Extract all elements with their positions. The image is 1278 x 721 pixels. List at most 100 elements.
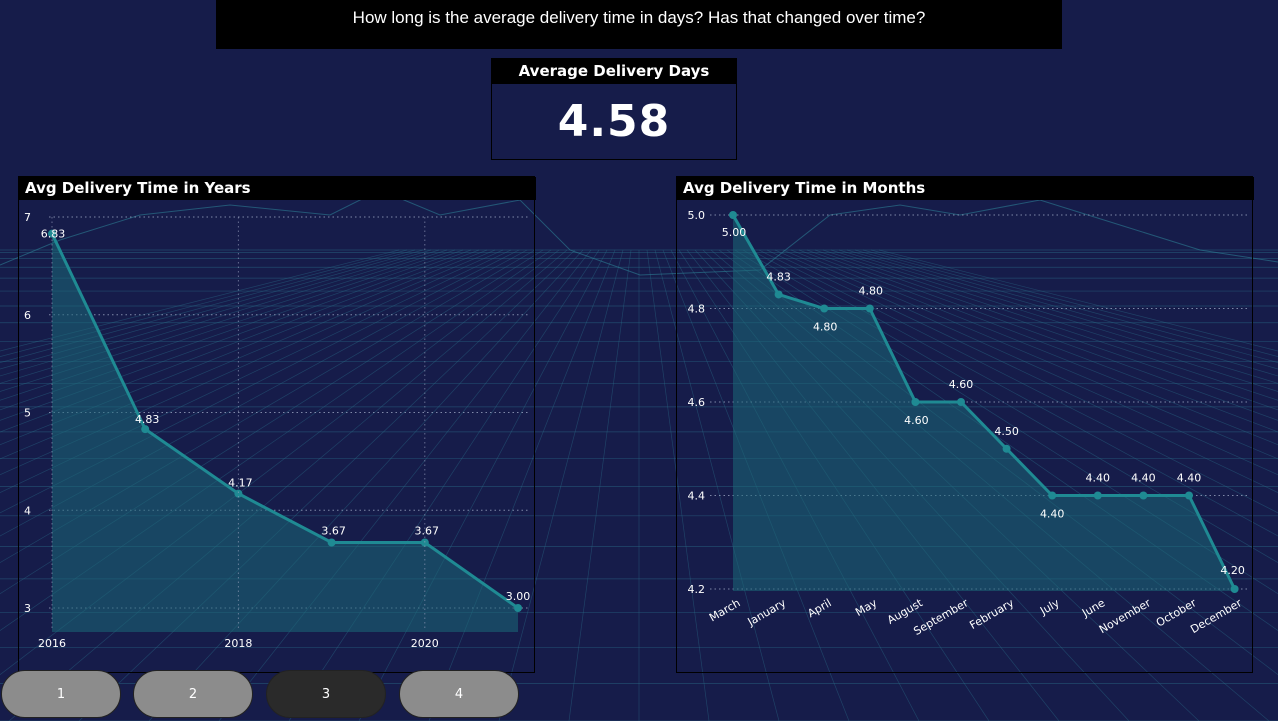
question-banner: How long is the average delivery time in…	[216, 0, 1062, 49]
data-label: 4.80	[813, 321, 838, 334]
data-point	[774, 290, 783, 299]
data-label: 4.80	[859, 285, 884, 298]
months-chart-panel[interactable]: 4.2 4.4 4.6 4.8 5.0 5.00 4.83 4.80 4.80 4.60 4.60 4…	[676, 176, 1254, 674]
kpi-card[interactable]: Average Delivery Days 4.58	[491, 58, 737, 160]
bg-grid-line	[830, 249, 1278, 392]
bg-grid-line	[0, 249, 416, 363]
bg-grid-line	[750, 249, 1278, 537]
data-point	[234, 489, 243, 498]
bg-grid-line	[0, 249, 432, 377]
x-tick-label: June	[1079, 596, 1107, 620]
bg-grid-line	[814, 249, 1278, 411]
area-fill	[733, 215, 1235, 591]
data-point	[957, 398, 965, 406]
data-point	[729, 211, 737, 219]
bg-grid-line	[568, 249, 632, 721]
bg-grid-line	[870, 249, 1278, 357]
bg-grid-line	[0, 249, 496, 460]
page-3-label: 3	[321, 687, 331, 702]
y-tick-label: 6	[24, 309, 31, 322]
x-tick-label: July	[1037, 596, 1062, 618]
y-tick-label: 3	[24, 602, 31, 615]
bg-grid-line	[0, 249, 472, 421]
bg-grid-line	[288, 249, 600, 721]
page-1-button[interactable]: 1	[1, 670, 121, 718]
data-label: 4.40	[1177, 472, 1202, 485]
bg-grid-line	[78, 249, 576, 721]
bg-grid-line	[0, 249, 512, 494]
bg-grid-line	[148, 249, 584, 721]
data-point	[48, 229, 56, 238]
data-point	[1093, 491, 1102, 500]
page-4-label: 4	[454, 687, 464, 702]
x-tick-label: 2020	[411, 637, 439, 650]
bg-grid-line	[498, 249, 624, 721]
bg-grid-line	[0, 249, 504, 476]
data-label: 4.40	[1086, 472, 1111, 485]
series-line	[731, 214, 1236, 590]
data-point	[865, 304, 874, 313]
months-chart-title: Avg Delivery Time in Months	[677, 177, 1254, 200]
bg-grid-line	[0, 249, 424, 370]
x-tick-label: March	[707, 596, 743, 624]
data-label: 5.00	[722, 226, 747, 239]
bg-grid-line	[8, 249, 568, 721]
bg-grid-line	[790, 249, 1278, 446]
x-tick-label: 2018	[224, 637, 252, 650]
bg-grid-line	[766, 249, 1278, 494]
bg-grid-line	[822, 249, 1278, 401]
y-tick-label: 7	[24, 211, 31, 224]
data-point	[1048, 491, 1057, 500]
data-point	[327, 538, 336, 547]
bg-grid-line	[0, 249, 480, 433]
data-label: 4.60	[949, 378, 974, 391]
data-point	[1139, 491, 1148, 500]
data-label: 3.67	[321, 525, 346, 538]
data-point	[514, 604, 522, 612]
x-tick-label: April	[805, 596, 833, 620]
bg-mountain-ridge	[0, 189, 1278, 276]
data-point	[820, 304, 829, 313]
months-line-chart[interactable]: 4.2 4.4 4.6 4.8 5.0 5.00 4.83 4.80 4.80 4.60 4.60 4…	[677, 177, 1254, 674]
data-label: 4.20	[1220, 564, 1245, 577]
bg-grid-line	[654, 249, 780, 721]
area-fill	[52, 233, 518, 632]
bg-grid-line	[0, 249, 488, 446]
data-label: 4.60	[904, 414, 929, 427]
data-point	[1002, 444, 1011, 453]
y-tick-label: 4	[24, 504, 31, 517]
years-line-chart[interactable]: 3 4 5 6 7 6.83 4.83 4.17 3.67 3.67 3.00 2016 2018 202…	[19, 177, 536, 674]
bg-grid-line	[0, 249, 560, 676]
kpi-value: 4.58	[557, 96, 671, 147]
page-3-button[interactable]: 3	[266, 670, 386, 718]
x-tick-label: February	[967, 596, 1016, 632]
bg-grid-line	[782, 249, 1278, 460]
page-1-label: 1	[56, 687, 66, 702]
bg-grid-line	[798, 249, 1278, 433]
bg-grid-line	[806, 249, 1278, 421]
data-label: 3.67	[415, 525, 440, 538]
data-point	[420, 538, 429, 547]
y-tick-label: 5	[24, 407, 31, 420]
x-tick-label: November	[1097, 596, 1153, 636]
bg-grid-line	[0, 249, 464, 411]
years-chart-panel[interactable]: 3 4 5 6 7 6.83 4.83 4.17 3.67 3.67 3.00 2016 2018 202…	[18, 176, 536, 674]
bg-grid-line	[846, 249, 1278, 377]
page-2-label: 2	[188, 687, 198, 702]
y-tick-label: 5.0	[688, 209, 706, 222]
years-chart-title: Avg Delivery Time in Years	[19, 177, 536, 200]
data-point	[1185, 491, 1193, 500]
data-point	[911, 398, 920, 406]
page-4-button[interactable]: 4	[399, 670, 519, 718]
bg-grid-line	[774, 249, 1278, 476]
bg-grid-line	[358, 249, 608, 721]
page-2-button[interactable]: 2	[133, 670, 253, 718]
bg-grid-line	[862, 249, 1278, 363]
data-label: 4.40	[1040, 508, 1065, 521]
y-tick-label: 4.8	[688, 303, 706, 316]
bg-grid-line	[0, 249, 456, 401]
data-label: 4.83	[135, 413, 160, 426]
series-line	[50, 232, 519, 610]
data-label: 4.40	[1131, 472, 1156, 485]
